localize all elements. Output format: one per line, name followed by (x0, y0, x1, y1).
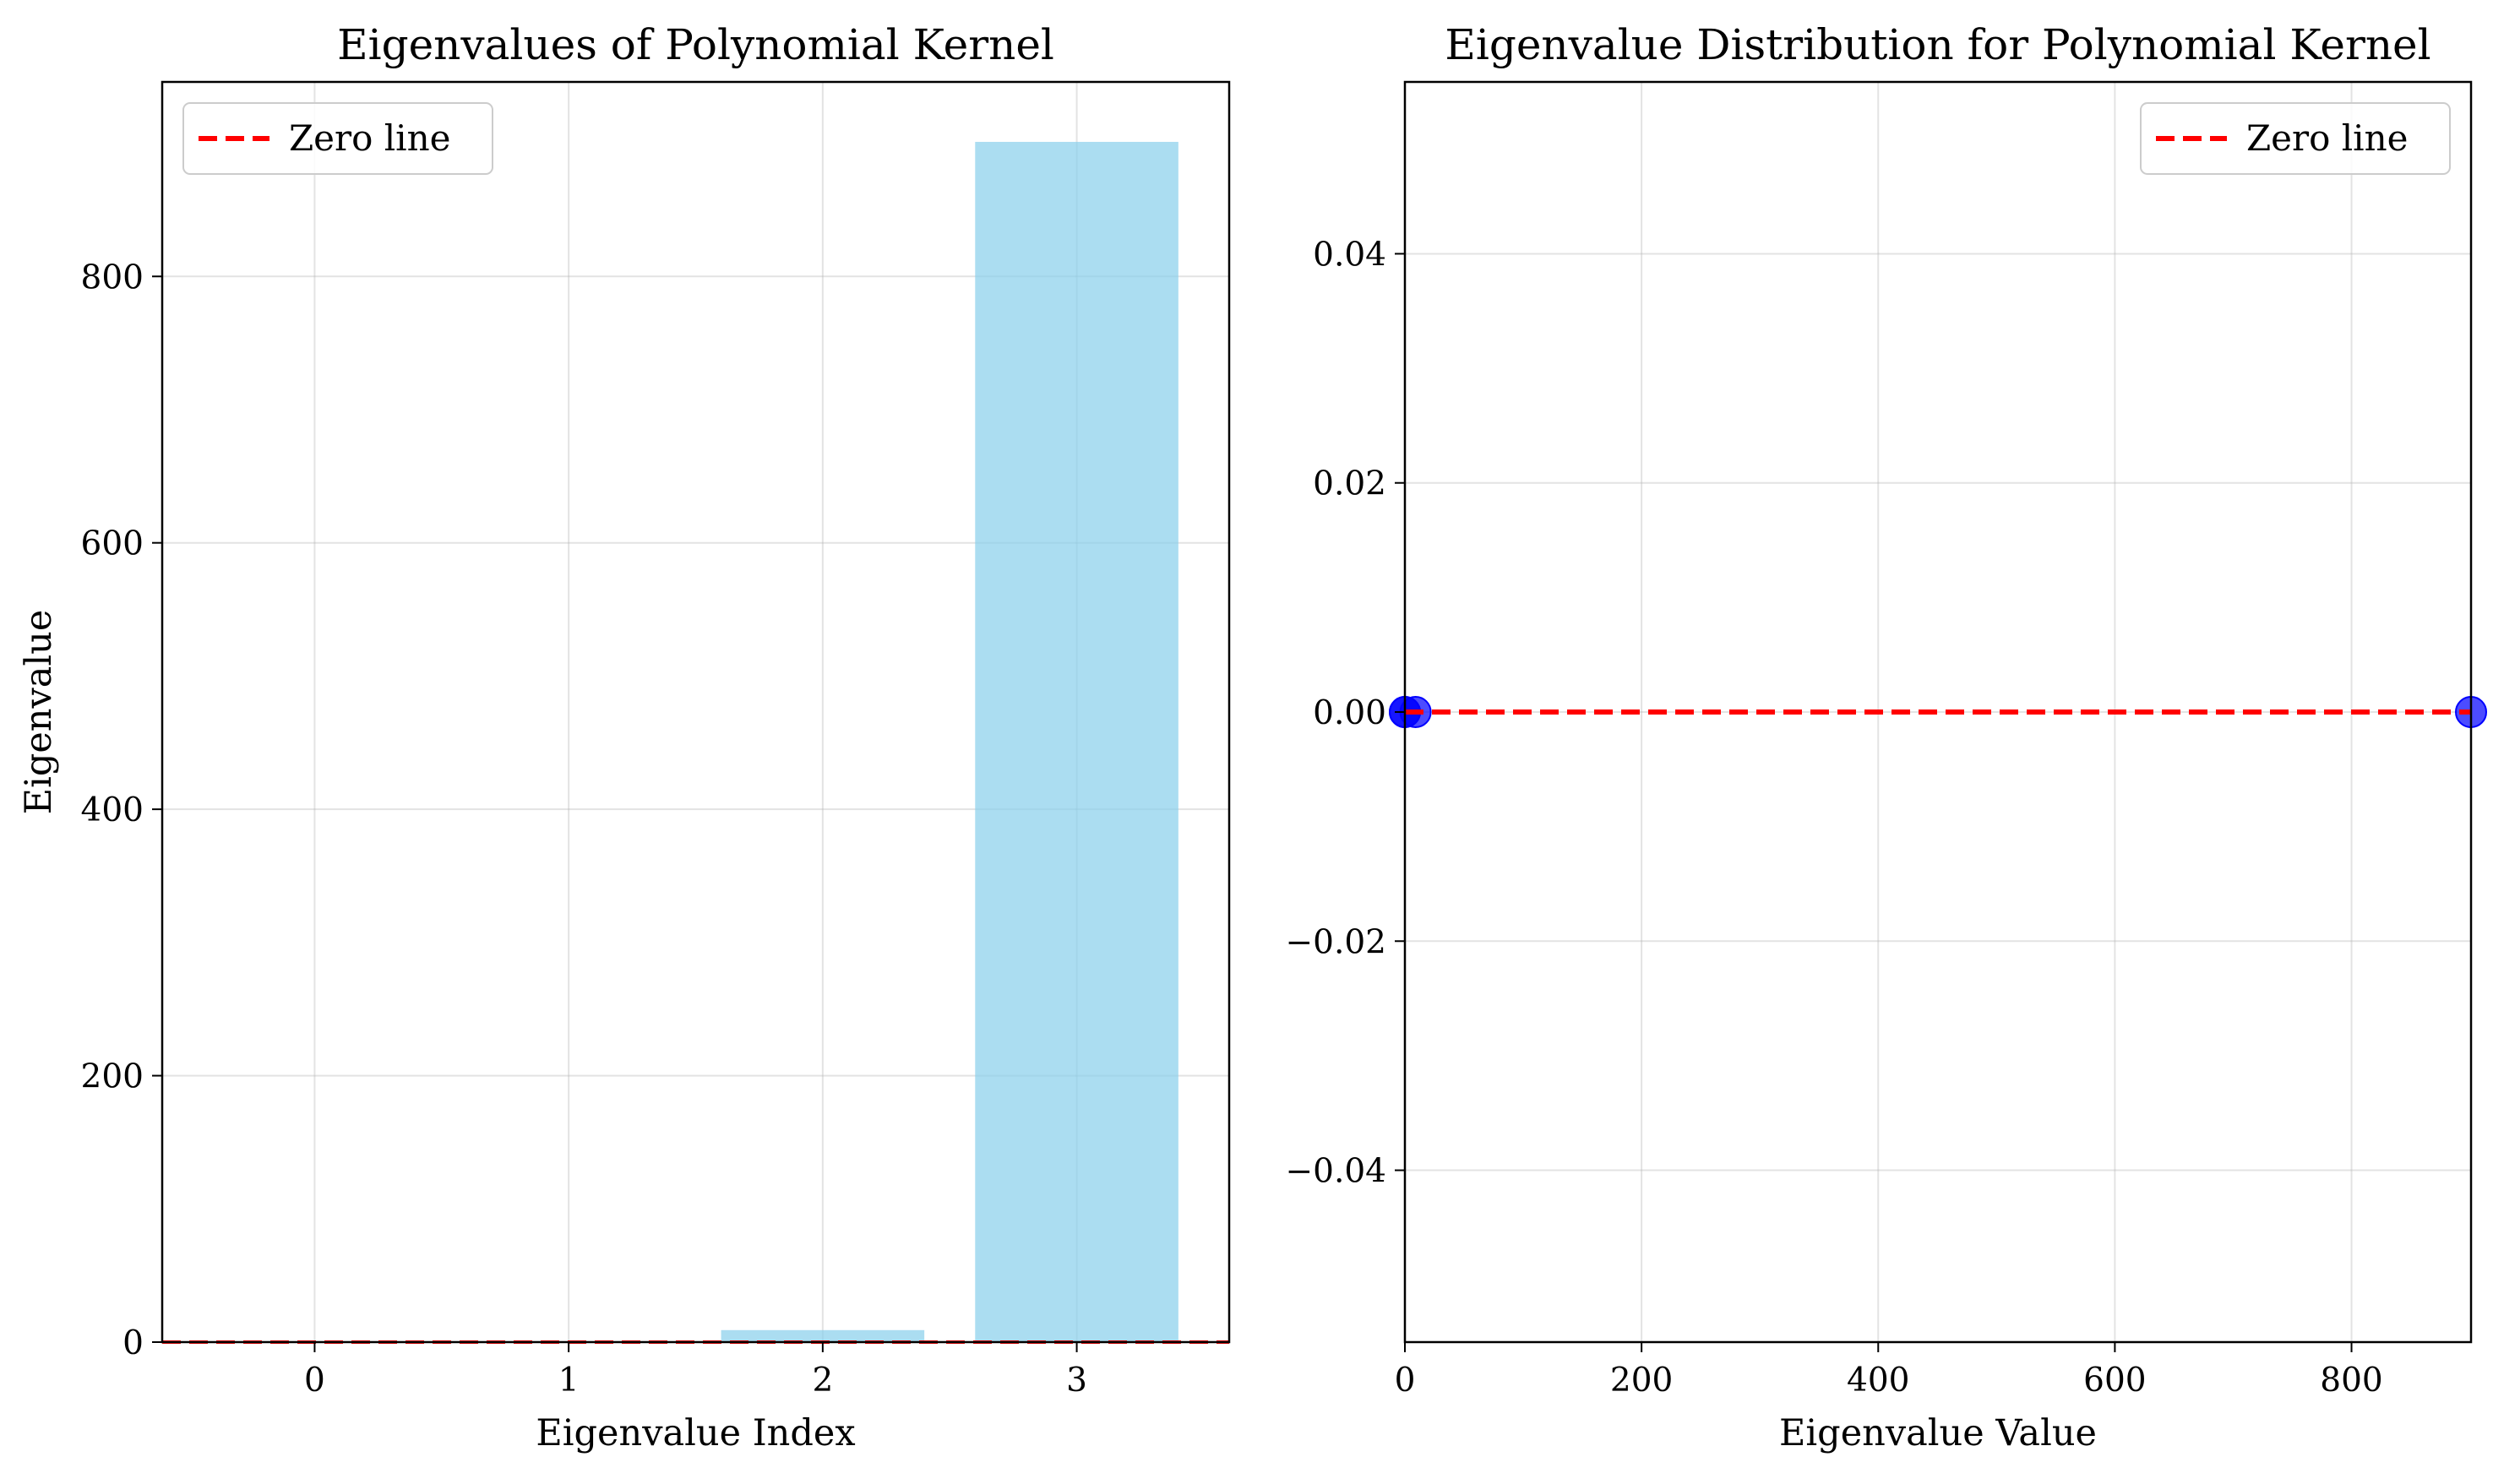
x-tick-label: 200 (1610, 1362, 1673, 1400)
chart-title: Eigenvalue Distribution for Polynomial K… (1445, 20, 2430, 69)
x-tick-label: 0 (1395, 1362, 1416, 1400)
y-tick-label: 0.04 (1313, 236, 1386, 274)
y-tick-label: −0.04 (1285, 1153, 1386, 1191)
bar-3 (975, 141, 1178, 1342)
x-tick-label: 400 (1847, 1362, 1909, 1400)
y-tick-label: 0.02 (1313, 465, 1386, 503)
legend: Zero line (2140, 102, 2451, 175)
y-tick-label: 400 (81, 791, 144, 829)
x-tick-label: 2 (812, 1362, 833, 1400)
chart-panel-2: 0 200 400 600 800 −0.04 −0.02 0.00 0.02 0.04 Eigen… (1285, 20, 2487, 1454)
chart-title: Eigenvalues of Polynomial Kernel (337, 20, 1054, 69)
y-tick-label: 200 (81, 1058, 144, 1096)
y-tick-label: 0.00 (1313, 694, 1386, 732)
legend: Zero line (182, 102, 493, 175)
legend-box (2140, 102, 2451, 175)
y-tick-label: −0.02 (1285, 923, 1386, 961)
x-axis-label: Eigenvalue Value (1779, 1412, 2097, 1454)
y-axis-label: Eigenvalue (18, 610, 60, 815)
y-tick-label: 600 (81, 525, 144, 563)
legend-label: Zero line (2246, 117, 2409, 159)
bar-2 (721, 1329, 925, 1342)
x-tick-label: 800 (2320, 1362, 2382, 1400)
x-tick-label: 0 (304, 1362, 325, 1400)
x-axis-label: Eigenvalue Index (536, 1412, 855, 1454)
axes-frame (161, 80, 1231, 1344)
x-tick-label: 1 (558, 1362, 580, 1400)
y-tick-label: 800 (81, 258, 144, 296)
legend-box (182, 102, 493, 175)
x-tick-label: 3 (1066, 1362, 1087, 1400)
y-tick-label: 0 (122, 1324, 144, 1362)
chart-panel-1: 0 1 2 3 0 200 400 600 800 Eigenvalues of Polynomi… (18, 20, 1231, 1454)
legend-label: Zero line (289, 117, 451, 159)
x-tick-label: 600 (2083, 1362, 2146, 1400)
